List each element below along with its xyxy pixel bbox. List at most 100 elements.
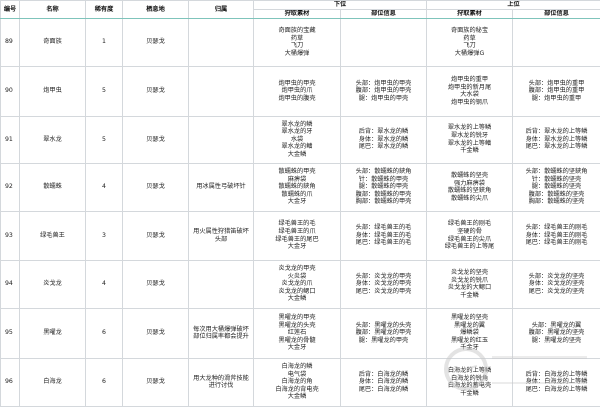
cell-line: 腹部：黑曜龙的坚壳 [528, 329, 585, 337]
cell-name: 翠水龙 [19, 115, 86, 164]
cell-rarity: 6 [85, 357, 123, 407]
cell-name: 白海龙 [19, 357, 86, 407]
cell-line: 炮甲虫的新月尾 [447, 83, 492, 91]
cell-line: 尾巴：绿毛兽王的毛 [355, 239, 412, 247]
cell-line: 千金鳞 [460, 291, 479, 299]
cell-line: 尾巴：炎戈龙的坚壳 [528, 287, 585, 295]
cell-line: 大金牙 [287, 344, 307, 352]
cell-habitat: 贝瑟戈 [122, 17, 189, 67]
cell-line: 大金鳞 [287, 150, 307, 158]
cell-low-parts: 头部：绿毛兽王的毛 身体：绿毛兽王的毛 尾巴：绿毛兽王的毛 [340, 210, 427, 261]
cell-line: 强力麻痹袋 [454, 179, 485, 187]
cell-line: 白海龙的锐角 [450, 374, 489, 382]
cell-line: 白海龙的背电壳 [275, 385, 319, 393]
cell-line: 身体：白海龙的上等鳞 [525, 378, 588, 386]
cell-line: 身体：绿毛兽王的刚毛 [525, 231, 588, 239]
cell-high-parts: 头部：散蠕蛛的坚鋏角 针：散蠕蛛的坚壳 腿：散蠕蛛的坚壳 腹部：散蠕蛛的坚壳 胸部：散蠕… [512, 162, 600, 212]
cell-line: 头部：绿毛兽王的毛 [355, 224, 412, 232]
cell-line: 尾巴：绿毛兽王的刚毛 [525, 239, 588, 247]
cell-line: 腹部：黑曜龙的甲壳 [355, 329, 412, 337]
cell-name: 炎戈龙 [19, 259, 86, 309]
cell-line: 炮甲虫的钢爪 [450, 98, 489, 106]
cell-name: 黑曜龙 [19, 307, 86, 359]
cell-rarity: 5 [85, 65, 123, 117]
header-high-parts: 部位信息 [512, 8, 600, 19]
cell-line: 大水袋 [460, 91, 479, 99]
cell-line: 尾巴：白海龙的上等鳞 [525, 385, 588, 393]
cell-habitat: 贝瑟戈 [122, 210, 189, 261]
cell-id: 95 [0, 307, 20, 359]
cell-line: 炎戈龙的甲壳 [278, 265, 316, 273]
cell-line: 翠水龙的上等鳍 [447, 139, 492, 147]
table-row: 89 奇面族 1 贝瑟戈 奇面族的宝藏 药草 飞刀 大桶爆弹 奇面族的秘宝 药草 飞刀 大桶爆弹G [0, 17, 600, 67]
cell-line: 身体：白海龙的鳞 [358, 378, 409, 386]
cell-line: 散蠕蛛的鋏角 [278, 183, 316, 191]
cell-low-mat: 黑曜龙的甲壳 黑曜龙的头壳 红莲石 黑曜龙的骨髓 大金牙 [253, 307, 341, 359]
cell-high-mat: 散蠕蛛的坚壳 强力麻痹袋 散蠕蛛的坚鋏角 散蠕蛛的尖爪 [426, 162, 513, 212]
cell-rarity: 5 [85, 115, 123, 164]
table-row: 91 翠水龙 5 贝瑟戈 翠水龙的鳞 翠水龙的牙 水袋 翠水龙的鳍 大金鳞 后背：翠水龙的鳞 身体：… [0, 115, 600, 164]
cell-name: 散蠕蛛 [19, 162, 86, 212]
cell-id: 96 [0, 357, 20, 407]
header-habitat: 栖息地 [122, 0, 189, 19]
cell-high-mat: 白海龙的上等鳞 白海龙的锐角 白海龙的蓄电壳 千金鳞 [426, 357, 513, 407]
cell-high-parts: 后背：白海龙的上等鳞 身体：白海龙的上等鳞 尾巴：白海龙的上等鳞 [512, 357, 600, 407]
cell-line: 炮甲虫的爪 [281, 87, 313, 95]
cell-id: 93 [0, 210, 20, 261]
cell-line: 后背：白海龙的上等鳞 [525, 370, 588, 378]
cell-id: 94 [0, 259, 20, 309]
cell-high-parts: 头部：黑曜龙的翼 腹部：黑曜龙的坚壳 腿：黑曜龙的坚壳 [512, 307, 600, 359]
cell-line: 腿：散蠕蛛的甲壳 [358, 183, 409, 191]
cell-habitat: 贝瑟戈 [122, 65, 189, 117]
header-id: 编号 [0, 0, 20, 19]
cell-line: 炎戈龙的鳃口 [278, 287, 316, 295]
cell-low-mat: 翠水龙的鳞 翠水龙的牙 水袋 翠水龙的鳍 大金鳞 [253, 115, 341, 164]
header-name: 名称 [19, 0, 86, 19]
cell-low-parts [340, 17, 427, 67]
table-row: 92 散蠕蛛 4 贝瑟戈 用冰属性弓破坏针 散蠕蛛的甲壳 麻痹袋 散蠕蛛的鋏角 散蠕蛛的爪 大金牙… [0, 162, 600, 212]
cell-line: 火炎袋 [287, 272, 307, 280]
cell-high-mat: 黑曜龙的坚壳 黑曜龙的翼 爆鳞袋 黑曜龙的红玉 千金牙 [426, 307, 513, 359]
cell-line: 炮甲虫的腹壳 [278, 94, 316, 102]
cell-line: 后背：白海龙的鳞 [358, 370, 409, 378]
cell-low-mat: 白海龙的鳞 电气袋 白海龙的角 白海龙的背电壳 大金鳞 [253, 357, 341, 407]
cell-line: 针：散蠕蛛的甲壳 [358, 175, 409, 183]
cell-line: 黑曜龙的头壳 [278, 321, 316, 329]
cell-line: 头部：炎戈龙的甲壳 [355, 272, 412, 280]
table-body: 89 奇面族 1 贝瑟戈 奇面族的宝藏 药草 飞刀 大桶爆弹 奇面族的秘宝 药草 飞刀 大桶爆弹G 90… [0, 17, 600, 407]
cell-line: 翠水龙的鳍 [281, 143, 313, 151]
cell-low-parts: 头部：炮甲虫的甲壳 腹部：炮甲虫的甲壳 腿：炮甲虫的甲壳 [340, 65, 427, 117]
cell-line: 身体：炎戈龙的坚壳 [528, 280, 585, 288]
cell-line: 黑曜龙的甲壳 [278, 314, 316, 322]
cell-line: 身体：翠水龙的鳞 [358, 135, 409, 143]
cell-habitat: 贝瑟戈 [122, 259, 189, 309]
cell-line: 黑曜龙的红玉 [450, 336, 489, 344]
cell-line: 胸部：散蠕蛛的甲壳 [355, 198, 412, 206]
cell-line: 爆鳞袋 [460, 329, 479, 337]
cell-line: 炎戈龙的锐爪 [450, 276, 489, 284]
cell-line: 尾巴：白海龙的鳞 [358, 385, 409, 393]
cell-rarity: 4 [85, 162, 123, 212]
cell-line: 翠水龙的锐牙 [450, 132, 489, 139]
cell-line: 药草 [290, 34, 304, 42]
cell-line: 腹部：散蠕蛛的甲壳 [355, 190, 412, 198]
cell-line: 炎戈龙的坚壳 [450, 268, 489, 276]
cell-line: 千金鳞 [460, 147, 479, 155]
table-row: 90 炮甲虫 5 贝瑟戈 炮甲虫的甲壳 炮甲虫的爪 炮甲虫的腹壳 头部：炮甲虫的甲壳 腹部：炮甲… [0, 65, 600, 117]
cell-high-parts [512, 17, 600, 67]
cell-line: 腿：黑曜龙的甲壳 [358, 336, 409, 344]
cell-line: 绿毛兽王的尖爪 [447, 235, 492, 243]
cell-line: 红莲石 [287, 329, 307, 337]
cell-line: 绿毛兽王的刚毛 [447, 220, 492, 228]
cell-habitat: 贝瑟戈 [122, 115, 189, 164]
cell-note: 用大龙种的滑斧技能进行讨伐 [188, 357, 254, 407]
cell-high-parts: 头部：炎戈龙的坚壳 身体：炎戈龙的坚壳 尾巴：炎戈龙的坚壳 [512, 259, 600, 309]
cell-line: 麻痹袋 [287, 175, 307, 183]
cell-line: 奇面族的宝藏 [278, 26, 316, 34]
cell-line: 大桶爆弹G [454, 49, 485, 57]
cell-line: 腹部：炮甲虫的重甲 [528, 87, 585, 95]
cell-line: 炎戈龙的大鳃口 [447, 284, 492, 292]
cell-line: 千金牙 [460, 344, 479, 352]
cell-line: 头部：绿毛兽王的刚毛 [525, 224, 588, 232]
cell-line: 飞刀 [290, 42, 304, 50]
